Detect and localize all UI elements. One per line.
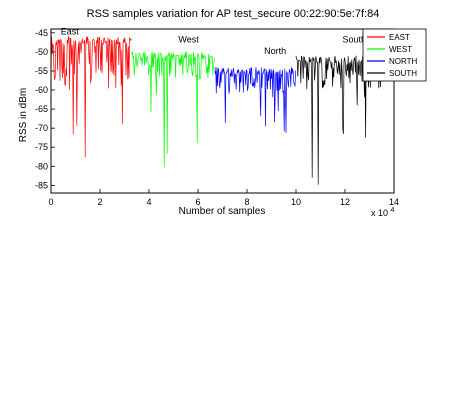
annotations: East West North South xyxy=(61,27,366,56)
y-tick-label: -55 xyxy=(35,66,48,76)
x-tick-label: 0 xyxy=(48,197,53,207)
x-tick-label: 14 xyxy=(389,197,399,207)
legend-label-south: SOUTH xyxy=(389,69,417,78)
annotation-south: South xyxy=(343,34,367,44)
y-tick-label: -70 xyxy=(35,123,48,133)
y-tick-label: -50 xyxy=(35,47,48,57)
y-tick-label: -65 xyxy=(35,104,48,114)
legend-label-north: NORTH xyxy=(389,57,418,66)
x-tick-label: 12 xyxy=(340,197,350,207)
x-axis-label: Number of samples xyxy=(179,206,266,217)
x-tick-label: 2 xyxy=(97,197,102,207)
annotation-north: North xyxy=(264,46,286,56)
x-tick-label: 10 xyxy=(291,197,301,207)
series-west xyxy=(131,51,215,168)
chart-title: RSS samples variation for AP test_secure… xyxy=(87,8,380,20)
x-exponent: x 10 4 xyxy=(371,207,395,218)
y-tick-label: -85 xyxy=(35,180,48,190)
x-tick-label: 4 xyxy=(146,197,151,207)
x-tick-label: 8 xyxy=(244,197,249,207)
x-exponent-base: x 10 xyxy=(371,208,388,218)
series-east xyxy=(50,35,132,158)
annotation-east: East xyxy=(61,27,80,37)
y-axis: -45 -50 -55 -60 -65 -70 -75 -80 -85 xyxy=(35,28,55,190)
legend-label-east: EAST xyxy=(389,33,410,42)
plot-frame xyxy=(50,28,395,194)
y-tick-label: -75 xyxy=(35,142,48,152)
x-tick-label: 6 xyxy=(195,197,200,207)
y-tick-label: -60 xyxy=(35,85,48,95)
annotation-west: West xyxy=(178,34,199,44)
legend-box xyxy=(362,28,427,82)
y-tick-label: -80 xyxy=(35,161,48,171)
series-line-north xyxy=(214,67,296,134)
y-axis-label: RSS in dBm xyxy=(18,88,29,142)
x-axis: 0 2 4 6 8 10 12 14 xyxy=(48,189,399,207)
legend-label-west: WEST xyxy=(389,45,412,54)
y-tick-label: -45 xyxy=(35,28,48,38)
legend: EAST WEST NORTH SOUTH xyxy=(362,28,427,82)
series-north xyxy=(214,67,296,134)
x-exponent-power: 4 xyxy=(391,207,395,214)
series-line-west xyxy=(131,51,215,168)
series-layer xyxy=(50,35,382,185)
series-line-east xyxy=(50,35,132,158)
